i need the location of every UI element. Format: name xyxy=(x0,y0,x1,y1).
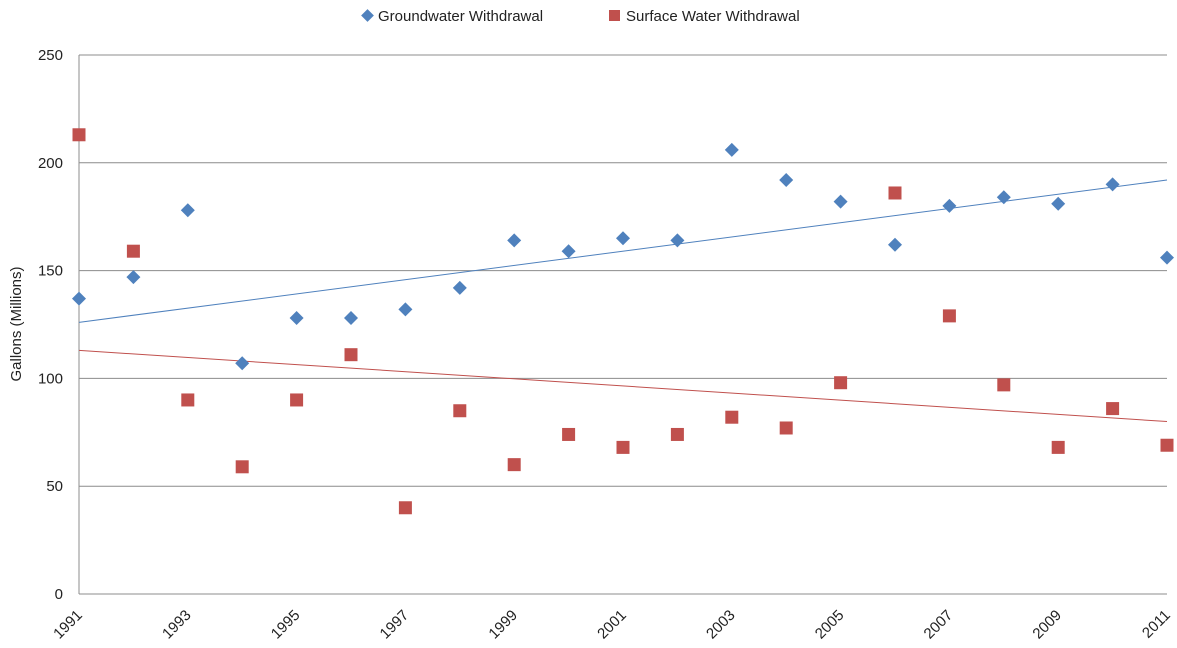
x-tick-labels: 1991 1993 1995 1997 1999 2001 2003 2005 2007 2009… xyxy=(50,607,1174,643)
point-surface-water xyxy=(725,410,739,424)
x-tick-label: 1997 xyxy=(377,607,413,643)
y-tick-label: 250 xyxy=(38,47,63,64)
trendline-surface-water xyxy=(78,349,1168,423)
x-tick-label: 1993 xyxy=(159,607,195,643)
x-tick-label: 1995 xyxy=(268,607,304,643)
point-groundwater xyxy=(235,356,250,371)
point-surface-water xyxy=(398,501,412,515)
point-surface-water xyxy=(888,186,902,200)
x-tick-label: 2011 xyxy=(1139,607,1174,642)
point-surface-water xyxy=(670,427,684,441)
point-groundwater xyxy=(942,198,957,213)
x-tick-label: 2005 xyxy=(812,607,848,643)
point-surface-water xyxy=(1106,402,1120,416)
point-groundwater xyxy=(289,311,304,326)
point-groundwater xyxy=(724,142,739,157)
point-groundwater xyxy=(72,291,86,306)
y-tick-labels: 0 50 100 150 200 250 xyxy=(38,47,63,603)
trendline-groundwater xyxy=(78,179,1168,323)
legend-marker-groundwater xyxy=(361,9,374,22)
point-groundwater xyxy=(344,311,358,326)
data-points xyxy=(72,128,1174,515)
x-tick-label: 2001 xyxy=(594,607,630,643)
axes xyxy=(78,55,1167,595)
point-surface-water xyxy=(942,309,956,323)
x-tick-label: 1991 xyxy=(50,607,86,643)
legend-marker-surface-water xyxy=(609,10,620,21)
point-groundwater xyxy=(507,233,522,248)
point-groundwater xyxy=(996,190,1011,205)
point-surface-water xyxy=(562,427,576,441)
x-tick-label: 2009 xyxy=(1029,607,1065,643)
legend-label-groundwater: Groundwater Withdrawal xyxy=(378,8,543,25)
point-surface-water xyxy=(290,393,304,407)
y-tick-label: 150 xyxy=(38,263,63,280)
legend-label-surface-water: Surface Water Withdrawal xyxy=(626,8,800,25)
point-surface-water xyxy=(72,128,86,142)
point-surface-water xyxy=(997,378,1011,392)
point-groundwater xyxy=(126,270,141,285)
y-tick-label: 100 xyxy=(38,370,63,387)
gridlines xyxy=(79,54,1167,487)
point-surface-water xyxy=(235,460,249,474)
point-groundwater xyxy=(180,203,195,218)
point-surface-water xyxy=(779,421,793,435)
point-groundwater xyxy=(398,302,413,317)
point-surface-water xyxy=(834,376,848,390)
point-groundwater xyxy=(452,280,467,295)
point-groundwater xyxy=(670,233,685,248)
legend: Groundwater Withdrawal Surface Water Wit… xyxy=(361,8,800,25)
point-surface-water xyxy=(181,393,195,407)
y-tick-label: 200 xyxy=(38,155,63,172)
y-axis-title: Gallons (Millions) xyxy=(8,266,25,381)
point-groundwater xyxy=(616,231,630,246)
legend-item-groundwater: Groundwater Withdrawal xyxy=(361,8,543,25)
point-groundwater xyxy=(779,173,794,188)
point-groundwater xyxy=(1160,250,1174,265)
point-surface-water xyxy=(1051,440,1065,454)
point-surface-water xyxy=(616,440,630,454)
point-surface-water xyxy=(507,458,521,472)
point-groundwater xyxy=(561,244,576,259)
point-surface-water xyxy=(126,244,140,258)
point-surface-water xyxy=(344,348,358,362)
trendlines xyxy=(78,179,1168,423)
legend-item-surface-water: Surface Water Withdrawal xyxy=(609,8,800,25)
x-tick-label: 2007 xyxy=(921,607,957,643)
y-tick-label: 0 xyxy=(55,586,63,603)
point-surface-water xyxy=(1160,438,1174,452)
x-tick-label: 2003 xyxy=(703,607,739,643)
point-groundwater xyxy=(833,194,848,209)
point-groundwater xyxy=(888,237,902,252)
y-tick-label: 50 xyxy=(46,478,63,495)
point-groundwater xyxy=(1105,177,1120,192)
point-groundwater xyxy=(1051,196,1066,211)
point-surface-water xyxy=(453,404,467,418)
x-tick-label: 1999 xyxy=(485,607,521,643)
